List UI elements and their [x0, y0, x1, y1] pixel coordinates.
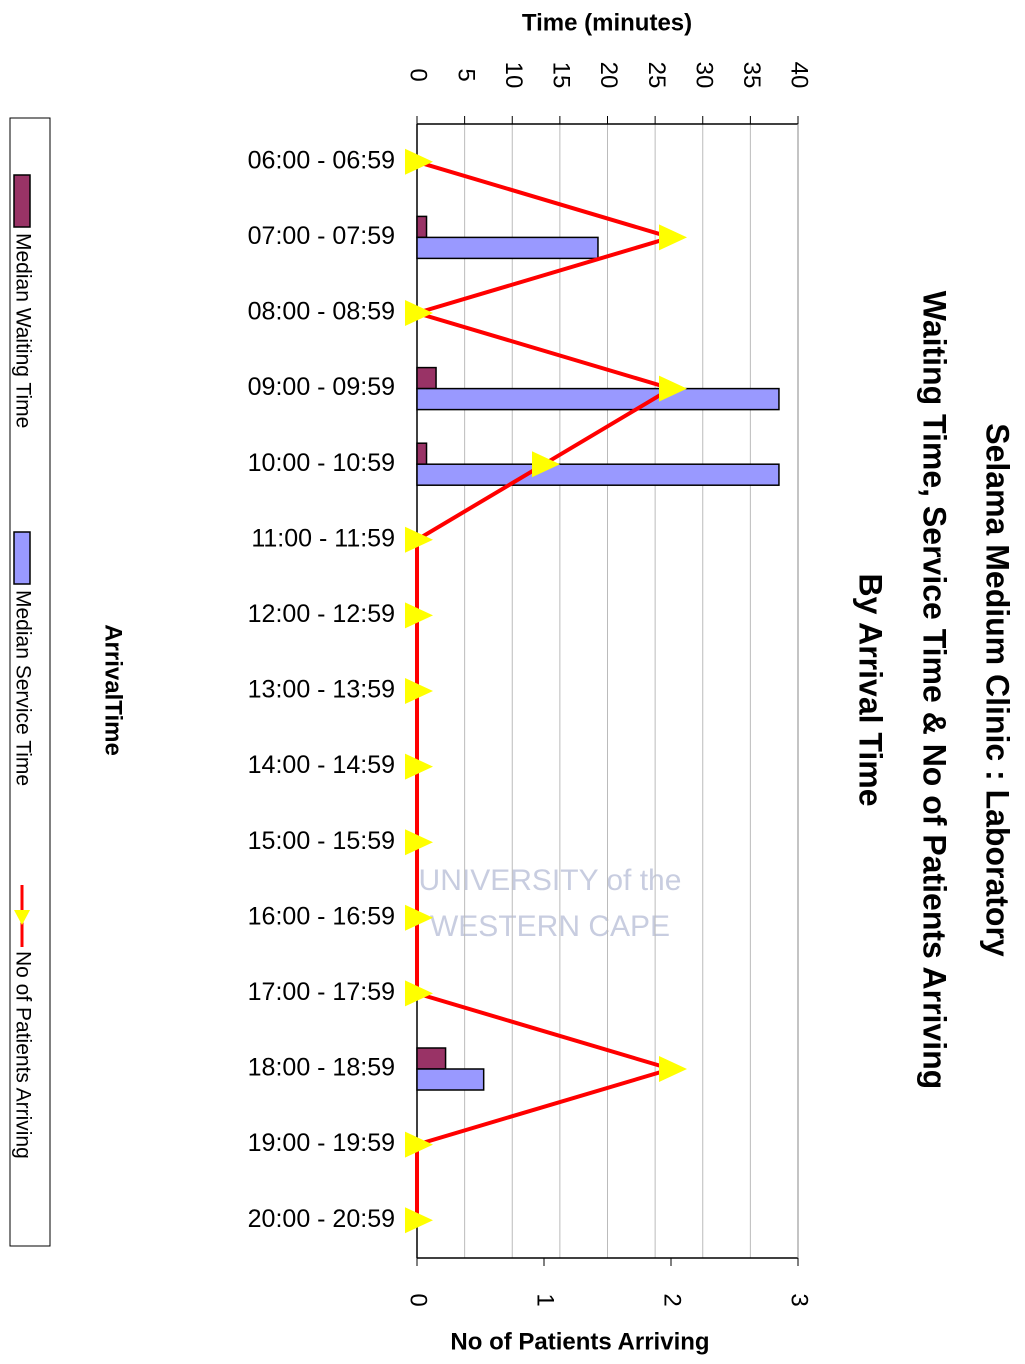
y-tick-label: 35: [738, 62, 765, 89]
x-axis-title: ArrivalTime: [100, 624, 127, 756]
x-tick-label: 12:00 - 12:59: [248, 600, 395, 628]
bar: [416, 442, 428, 465]
marker: [405, 300, 433, 326]
y-tick-label: 20: [595, 62, 622, 89]
legend-label: Median Waiting Time: [11, 233, 34, 428]
marker: [405, 1207, 433, 1234]
legend-marker: [14, 910, 30, 925]
chart-title: Waiting Time, Service Time & No of Patie…: [917, 291, 953, 1089]
marker: [659, 375, 687, 402]
legend-label: Median Service Time: [11, 590, 34, 786]
marker: [659, 224, 687, 251]
x-tick-label: 07:00 - 07:59: [248, 222, 395, 250]
legend-swatch: [13, 174, 31, 228]
marker: [405, 904, 433, 931]
marker: [405, 678, 433, 704]
x-tick-label: 08:00 - 08:59: [248, 298, 395, 326]
marker: [405, 1131, 433, 1158]
bar: [416, 387, 780, 411]
x-tick-label: 13:00 - 13:59: [248, 676, 395, 704]
marker: [405, 980, 433, 1007]
legend-box: [9, 117, 51, 1247]
x-tick-label: 17:00 - 17:59: [248, 978, 395, 1006]
marker: [405, 753, 433, 780]
x-tick-label: 11:00 - 11:59: [251, 524, 395, 552]
y-tick-label: 30: [690, 62, 717, 89]
x-tick-label: 10:00 - 10:59: [248, 449, 395, 477]
x-tick-label: 14:00 - 14:59: [248, 751, 395, 779]
watermark: UNIVERSITY of the: [419, 864, 682, 897]
chart-title: Selama Medium Clinic : Laboratory: [980, 423, 1016, 957]
bar: [416, 1047, 447, 1070]
marker: [405, 148, 433, 175]
x-tick-label: 20:00 - 20:59: [248, 1205, 395, 1233]
legend-swatch: [13, 531, 31, 585]
x-tick-label: 18:00 - 18:59: [248, 1054, 395, 1082]
x-tick-label: 19:00 - 19:59: [248, 1129, 395, 1157]
line: [409, 159, 679, 1221]
chart-title: By Arrival Time: [853, 574, 889, 807]
y-tick-label: 0: [405, 68, 432, 81]
x-tick-label: 06:00 - 06:59: [248, 146, 395, 174]
y-tick-label: 10: [500, 62, 527, 89]
watermark: WESTERN CAPE: [430, 910, 670, 943]
y2-axis-title: No of Patients Arriving: [450, 1328, 709, 1355]
bar: [416, 1068, 485, 1091]
x-tick-label: 16:00 - 16:59: [248, 902, 395, 930]
y-tick-label: 15: [548, 62, 575, 89]
marker: [532, 451, 560, 478]
x-tick-label: 15:00 - 15:59: [248, 827, 395, 855]
bar: [416, 463, 780, 486]
marker: [659, 1056, 687, 1082]
x-tick-label: 09:00 - 09:59: [248, 373, 395, 401]
y-tick-label: 25: [643, 62, 670, 89]
marker: [405, 526, 433, 553]
y-axis-title: Time (minutes): [522, 9, 692, 36]
y2-tick-label: 1: [532, 1293, 559, 1306]
bar: [416, 236, 599, 260]
marker: [405, 602, 433, 629]
legend-label: No of Patients Arriving: [11, 951, 34, 1159]
y2-tick-label: 0: [405, 1293, 432, 1306]
y2-tick-label: 2: [659, 1293, 686, 1306]
bar: [416, 215, 428, 239]
y-tick-label: 40: [786, 62, 813, 89]
bar: [416, 366, 437, 390]
y2-tick-label: 3: [786, 1293, 813, 1306]
marker: [405, 829, 433, 856]
y-tick-label: 5: [452, 68, 479, 81]
